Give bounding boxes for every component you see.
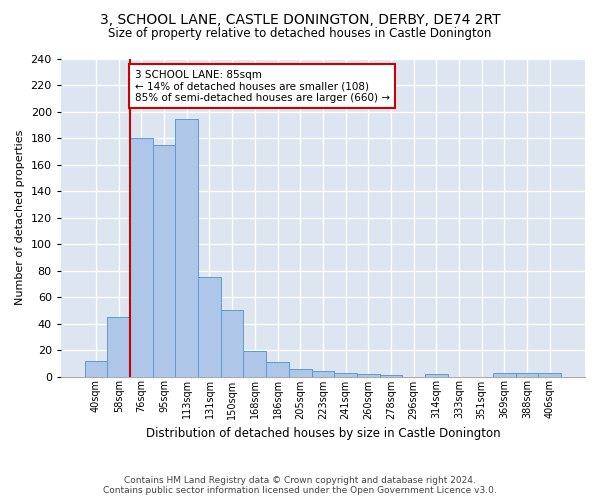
Bar [130, 138, 153, 376]
Bar [198, 278, 221, 376]
Bar [380, 375, 403, 376]
Bar [266, 362, 289, 376]
X-axis label: Distribution of detached houses by size in Castle Donington: Distribution of detached houses by size … [146, 427, 500, 440]
Bar [153, 145, 175, 376]
Bar [175, 118, 198, 376]
Text: 3 SCHOOL LANE: 85sqm
← 14% of detached houses are smaller (108)
85% of semi-deta: 3 SCHOOL LANE: 85sqm ← 14% of detached h… [134, 70, 389, 103]
Bar [85, 360, 107, 376]
Bar [334, 372, 357, 376]
Text: Size of property relative to detached houses in Castle Donington: Size of property relative to detached ho… [109, 28, 491, 40]
Bar [107, 317, 130, 376]
Bar [538, 372, 561, 376]
Bar [425, 374, 448, 376]
Bar [221, 310, 244, 376]
Y-axis label: Number of detached properties: Number of detached properties [15, 130, 25, 306]
Text: Contains HM Land Registry data © Crown copyright and database right 2024.
Contai: Contains HM Land Registry data © Crown c… [103, 476, 497, 495]
Bar [289, 368, 311, 376]
Text: 3, SCHOOL LANE, CASTLE DONINGTON, DERBY, DE74 2RT: 3, SCHOOL LANE, CASTLE DONINGTON, DERBY,… [100, 12, 500, 26]
Bar [357, 374, 380, 376]
Bar [244, 352, 266, 376]
Bar [516, 372, 538, 376]
Bar [493, 372, 516, 376]
Bar [311, 371, 334, 376]
